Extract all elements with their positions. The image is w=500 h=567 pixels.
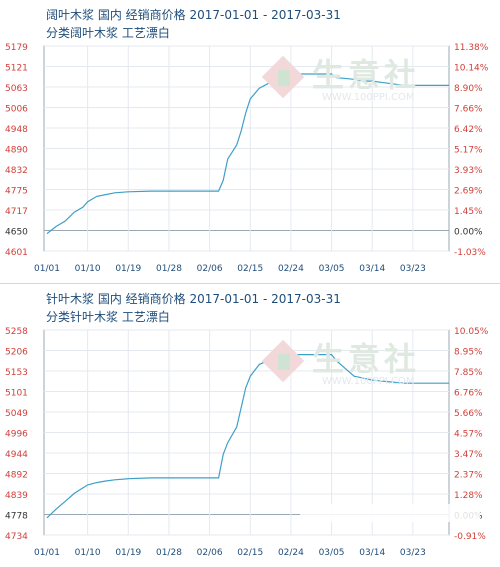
y-tick-label-left: 5179 [5,43,28,53]
series-line [46,353,449,519]
x-tick-label: 03/05 [319,264,345,274]
x-tick-label: 02/24 [278,548,304,558]
y-tick-label-left: 5121 [5,64,28,74]
y-tick-label-right: 6.76% [454,389,483,399]
x-tick-label: 01/10 [75,548,101,558]
chart-panel-softwood: 5258 5206 5153 5101 5049 4996 4944 4892 4839 4778… [0,284,500,567]
y-tick-label-right: 0.00% [454,228,483,238]
x-tick-label: 02/15 [237,264,263,274]
y-tick-label-left: 4839 [5,491,28,501]
y-tick-label-right: 1.45% [454,207,483,217]
y-tick-label-left: 4948 [5,125,28,135]
y-tick-label-left: 4734 [5,532,28,542]
x-tick-label: 01/28 [156,548,182,558]
y-tick-label-left: 5006 [5,105,28,115]
x-tick-label: 03/23 [400,548,426,558]
y-tick-label-left: 5206 [5,348,28,358]
x-tick-label: 02/06 [197,548,223,558]
y-tick-label-right: 10.05% [454,327,489,337]
chart-title: 针叶木浆 国内 经销商价格 2017-01-01 - 2017-03-31 [46,292,341,306]
x-tick-label: 03/23 [400,264,426,274]
line-chart-softwood-pulp: 5258 5206 5153 5101 5049 4996 4944 4892 4839 4778… [5,327,489,558]
y-tick-label-left: 4717 [5,207,28,217]
y-tick-label-left: 5049 [5,409,28,419]
x-tick-label: 01/01 [34,264,60,274]
chart-subtitle: 分类阔叶木浆 工艺漂白 [46,26,170,40]
x-tick-label: 01/19 [115,548,141,558]
y-tick-label-right: 4.57% [454,430,483,440]
blur-patch [300,504,480,522]
chart-subtitle: 分类针叶木浆 工艺漂白 [46,310,170,324]
x-tick-label: 02/15 [237,548,263,558]
y-tick-label-left: 4601 [5,248,28,258]
y-tick-label-right: 7.85% [454,368,483,378]
y-tick-label-right: -0.91% [454,532,486,542]
x-tick-label: 02/06 [197,264,223,274]
x-tick-label: 03/05 [319,548,345,558]
y-tick-label-right: 5.17% [454,146,483,156]
y-tick-label-right: 8.90% [454,84,483,94]
y-tick-label-left: 5101 [5,389,28,399]
x-tick-label: 03/14 [359,264,385,274]
y-tick-label-left: 5258 [5,327,28,337]
y-tick-label-right: 10.14% [454,64,489,74]
x-tick-label: 01/10 [75,264,101,274]
y-tick-label-left: 5063 [5,84,28,94]
x-tick-label: 01/19 [115,264,141,274]
y-tick-label-right: -1.03% [454,248,486,258]
series-line [46,73,449,235]
y-tick-label-right: 11.38% [454,43,489,53]
x-tick-label: 03/14 [359,548,385,558]
y-tick-label-right: 5.66% [454,409,483,419]
panel-divider [0,283,500,284]
y-tick-label-left: 4892 [5,471,28,481]
y-tick-label-right: 3.47% [454,450,483,460]
line-chart-hardwood-pulp: 5179 5121 5063 5006 4948 4890 4832 4775 4717 4650… [5,43,489,274]
y-tick-label-right: 6.42% [454,125,483,135]
y-tick-label-left: 4775 [5,187,28,197]
y-tick-label-right: 1.28% [454,491,483,501]
y-tick-label-left: 4778 [5,512,28,522]
y-tick-label-left: 4650 [5,228,28,238]
x-tick-label: 01/01 [34,548,60,558]
x-tick-label: 02/24 [278,264,304,274]
y-tick-label-right: 3.93% [454,166,483,176]
y-tick-label-left: 4944 [5,450,28,460]
y-tick-label-left: 4890 [5,146,28,156]
chart-panel-hardwood: 5179 5121 5063 5006 4948 4890 4832 4775 4717 4650… [0,0,500,283]
y-tick-label-right: 8.95% [454,348,483,358]
y-tick-label-right: 2.37% [454,471,483,481]
chart-title: 阔叶木浆 国内 经销商价格 2017-01-01 - 2017-03-31 [46,8,341,22]
y-tick-label-right: 2.69% [454,187,483,197]
y-tick-label-left: 5153 [5,368,28,378]
y-tick-label-left: 4996 [5,430,28,440]
x-tick-label: 01/28 [156,264,182,274]
y-tick-label-left: 4832 [5,166,28,176]
y-tick-label-right: 7.66% [454,105,483,115]
